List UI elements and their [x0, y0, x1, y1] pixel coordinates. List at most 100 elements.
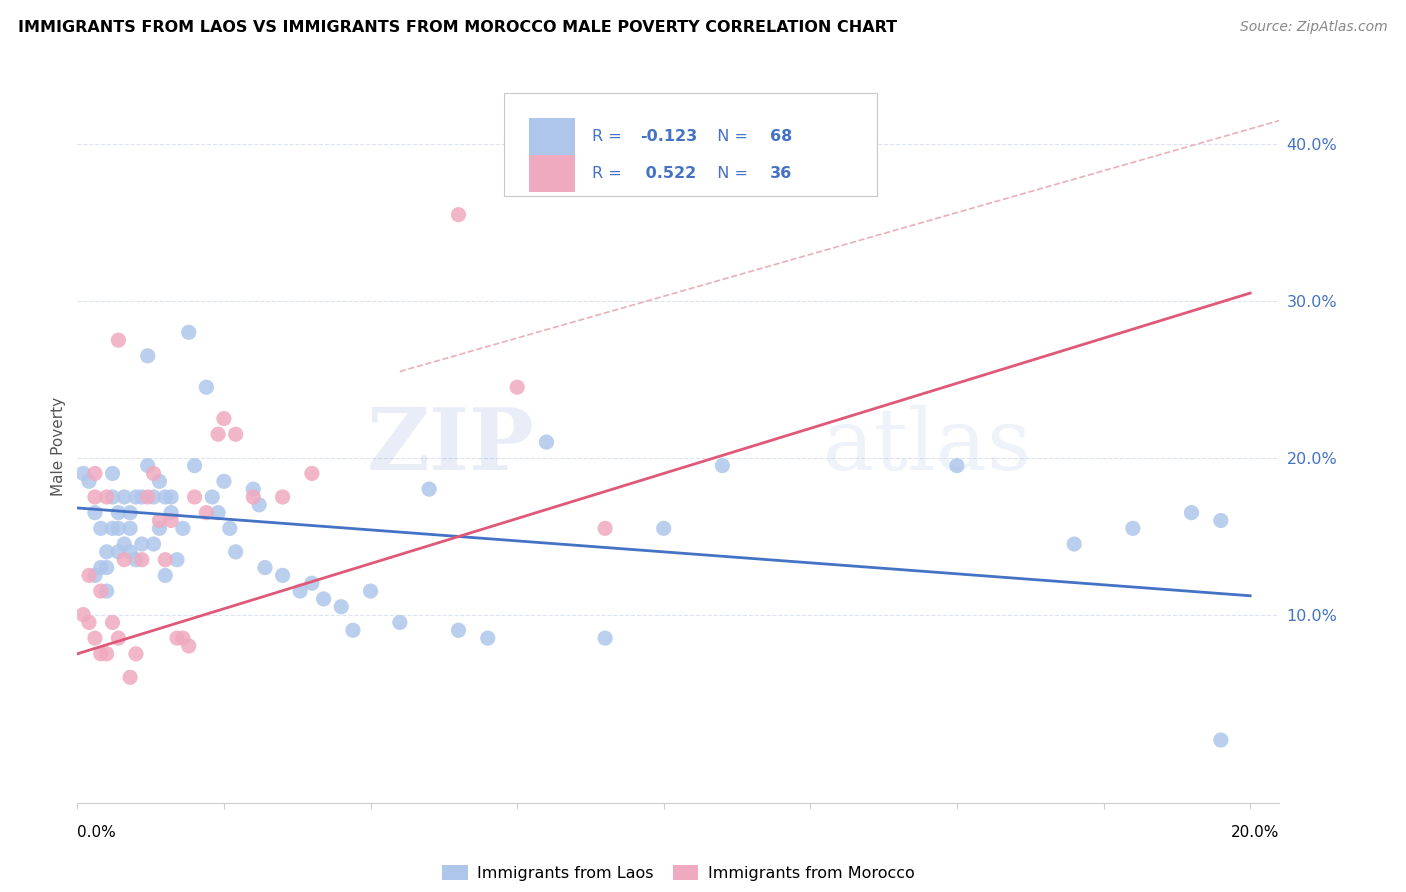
Point — [136, 349, 159, 363]
Point — [1122, 521, 1144, 535]
Point — [107, 506, 129, 520]
Point — [225, 545, 247, 559]
Point — [148, 475, 170, 489]
Text: N =: N = — [707, 129, 754, 145]
Text: R =: R = — [592, 166, 627, 181]
Point — [84, 467, 107, 481]
Point — [96, 490, 118, 504]
Point — [242, 490, 264, 504]
Point — [195, 380, 218, 394]
Point — [107, 631, 129, 645]
Point — [77, 475, 100, 489]
Point — [360, 584, 382, 599]
Bar — [529, 119, 575, 155]
Point — [195, 506, 218, 520]
Point — [271, 490, 294, 504]
Point — [1209, 733, 1232, 747]
Point — [330, 599, 353, 614]
Point — [593, 631, 616, 645]
Point — [160, 506, 183, 520]
Bar — [529, 155, 575, 192]
Point — [183, 458, 205, 473]
Point — [711, 458, 734, 473]
Text: ZIP: ZIP — [367, 404, 534, 488]
Point — [342, 624, 364, 638]
Text: 0.0%: 0.0% — [77, 825, 117, 840]
Point — [131, 537, 153, 551]
Point — [142, 537, 165, 551]
Point — [946, 458, 969, 473]
Point — [125, 552, 148, 566]
Point — [120, 521, 142, 535]
Point — [90, 560, 112, 574]
Point — [155, 568, 177, 582]
Point — [536, 435, 558, 450]
Point — [253, 560, 276, 574]
Point — [160, 490, 183, 504]
Point — [131, 490, 153, 504]
Point — [90, 584, 112, 599]
Point — [301, 576, 323, 591]
Point — [218, 521, 240, 535]
Point — [101, 615, 124, 630]
Point — [201, 490, 224, 504]
Text: atlas: atlas — [823, 404, 1032, 488]
Text: 0.522: 0.522 — [640, 166, 696, 181]
Point — [172, 631, 194, 645]
Point — [418, 482, 440, 496]
Point — [125, 490, 148, 504]
Text: Source: ZipAtlas.com: Source: ZipAtlas.com — [1240, 20, 1388, 34]
Point — [96, 584, 118, 599]
Point — [447, 624, 470, 638]
Point — [120, 506, 142, 520]
Point — [101, 467, 124, 481]
Point — [247, 498, 270, 512]
Point — [101, 521, 124, 535]
Point — [288, 584, 311, 599]
FancyBboxPatch shape — [505, 93, 877, 196]
Point — [183, 490, 205, 504]
Point — [212, 411, 235, 425]
Point — [142, 467, 165, 481]
Point — [1063, 537, 1085, 551]
Point — [177, 639, 200, 653]
Point — [90, 521, 112, 535]
Point — [166, 552, 188, 566]
Point — [125, 647, 148, 661]
Point — [312, 591, 335, 606]
Text: 36: 36 — [769, 166, 792, 181]
Point — [131, 552, 153, 566]
Point — [107, 545, 129, 559]
Point — [72, 467, 94, 481]
Point — [1180, 506, 1202, 520]
Point — [477, 631, 499, 645]
Point — [107, 521, 129, 535]
Point — [112, 490, 135, 504]
Point — [84, 568, 107, 582]
Point — [388, 615, 411, 630]
Point — [96, 647, 118, 661]
Point — [120, 670, 142, 684]
Point — [1209, 514, 1232, 528]
Point — [96, 560, 118, 574]
Point — [107, 333, 129, 347]
Point — [120, 545, 142, 559]
Point — [148, 521, 170, 535]
Point — [225, 427, 247, 442]
Point — [101, 490, 124, 504]
Point — [84, 631, 107, 645]
Point — [212, 475, 235, 489]
Point — [652, 521, 675, 535]
Text: 68: 68 — [769, 129, 792, 145]
Y-axis label: Male Poverty: Male Poverty — [51, 396, 66, 496]
Point — [84, 490, 107, 504]
Legend: Immigrants from Laos, Immigrants from Morocco: Immigrants from Laos, Immigrants from Mo… — [436, 859, 921, 888]
Point — [242, 482, 264, 496]
Point — [172, 521, 194, 535]
Point — [177, 326, 200, 340]
Text: IMMIGRANTS FROM LAOS VS IMMIGRANTS FROM MOROCCO MALE POVERTY CORRELATION CHART: IMMIGRANTS FROM LAOS VS IMMIGRANTS FROM … — [18, 20, 897, 35]
Point — [77, 568, 100, 582]
Point — [160, 514, 183, 528]
Point — [136, 458, 159, 473]
Point — [84, 506, 107, 520]
